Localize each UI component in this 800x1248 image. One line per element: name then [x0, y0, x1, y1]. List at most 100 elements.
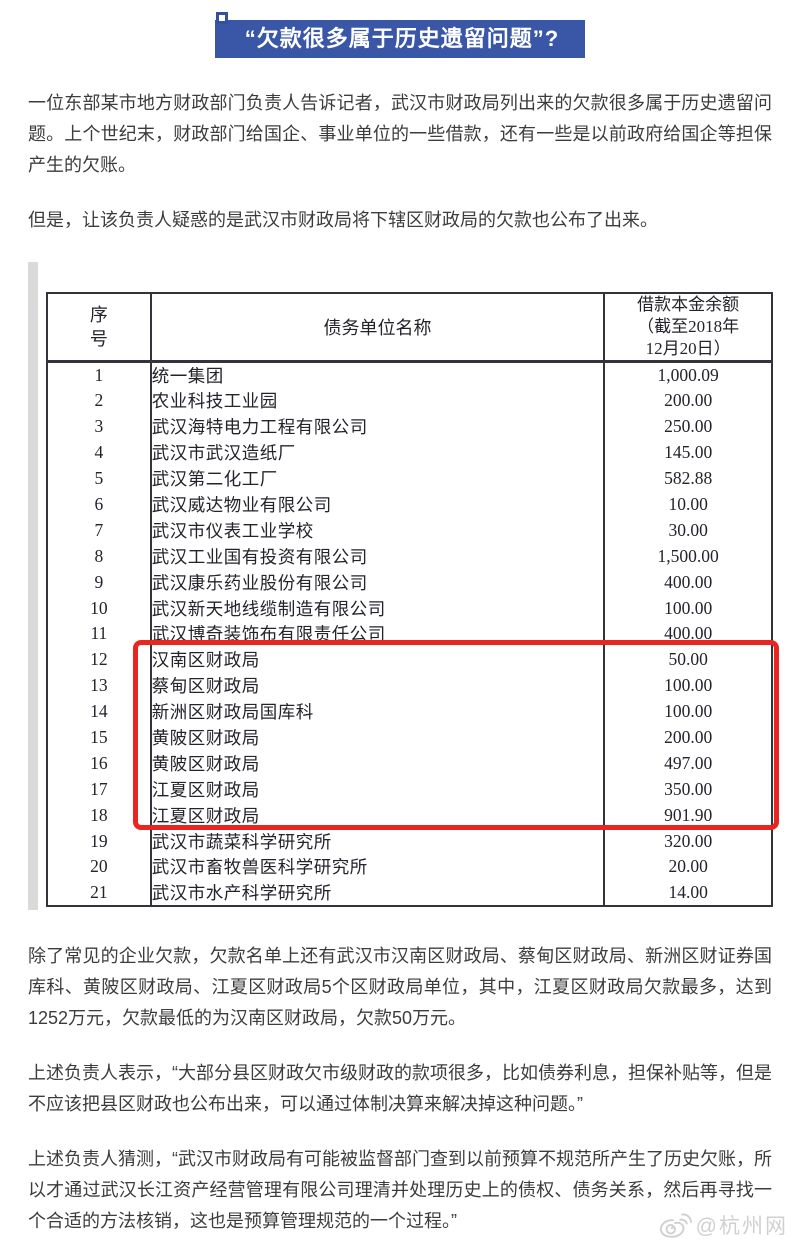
column-header-amount: 借款本金余额 （截至2018年 12月20日） [603, 292, 773, 363]
table-row: 18 江夏区财政局 901.90 [46, 802, 773, 829]
cell-amount: 400.00 [603, 569, 773, 596]
table-row: 10 武汉新天地线缆制造有限公司 100.00 [46, 595, 773, 622]
cell-no: 2 [46, 388, 152, 414]
cell-no: 15 [46, 724, 152, 751]
cell-amount: 901.90 [603, 802, 773, 829]
debt-table-header: 序号 债务单位名称 借款本金余额 （截至2018年 12月20日） [46, 292, 773, 363]
cell-no: 11 [46, 621, 152, 647]
column-header-name: 债务单位名称 [149, 292, 606, 363]
cell-name: 江夏区财政局 [149, 802, 606, 829]
cell-name: 武汉市仪表工业学校 [149, 517, 606, 544]
cell-name: 黄陂区财政局 [149, 724, 606, 751]
cell-no: 18 [46, 802, 152, 829]
cell-name: 江夏区财政局 [149, 776, 606, 803]
cell-amount: 145.00 [603, 439, 773, 466]
table-row: 17 江夏区财政局 350.00 [46, 776, 773, 803]
table-row: 8 武汉工业国有投资有限公司 1,500.00 [46, 543, 773, 570]
cell-name: 武汉康乐药业股份有限公司 [149, 569, 606, 596]
cell-name: 农业科技工业园 [149, 388, 606, 414]
table-row: 3 武汉海特电力工程有限公司 250.00 [46, 413, 773, 440]
table-row: 4 武汉市武汉造纸厂 145.00 [46, 439, 773, 466]
cell-name: 汉南区财政局 [149, 646, 606, 673]
cell-name: 武汉威达物业有限公司 [149, 491, 606, 518]
section-header: “欠款很多属于历史遗留问题”? [0, 0, 800, 58]
cell-amount: 10.00 [603, 491, 773, 518]
debt-table-figure: 序号 债务单位名称 借款本金余额 （截至2018年 12月20日） 1 统一集团… [0, 258, 800, 915]
cell-name: 武汉博奇装饰布有限责任公司 [149, 621, 606, 647]
paragraph-3: 除了常见的企业欠款，欠款名单上还有武汉市汉南区财政局、蔡甸区财政局、新洲区财证券… [28, 946, 772, 1028]
cell-amount: 20.00 [603, 854, 773, 880]
cell-no: 19 [46, 828, 152, 855]
cell-amount: 100.00 [603, 698, 773, 725]
cell-no: 20 [46, 854, 152, 880]
paragraph-1: 一位东部某市地方财政部门负责人告诉记者，武汉市财政局列出来的欠款很多属于历史遗留… [28, 93, 772, 175]
cell-amount: 350.00 [603, 776, 773, 803]
cell-amount: 200.00 [603, 724, 773, 751]
table-row: 11 武汉博奇装饰布有限责任公司 400.00 [46, 621, 773, 647]
table-row: 1 统一集团 1,000.09 [46, 361, 773, 388]
cell-no: 6 [46, 491, 152, 518]
cell-no: 12 [46, 646, 152, 673]
table-row: 14 新洲区财政局国库科 100.00 [46, 698, 773, 725]
cell-name: 武汉市武汉造纸厂 [149, 439, 606, 466]
paragraph-2: 但是，让该负责人疑惑的是武汉市财政局将下辖区财政局的欠款也公布了出来。 [28, 210, 658, 230]
watermark-handle: @杭州网 [695, 1215, 788, 1238]
cell-no: 16 [46, 750, 152, 777]
cell-name: 武汉第二化工厂 [149, 465, 606, 492]
paragraph-4: 上述负责人表示，“大部分县区财政欠市级财政的款项很多，比如债券利息，担保补贴等，… [28, 1063, 772, 1114]
table-row: 2 农业科技工业园 200.00 [46, 388, 773, 414]
section-title: “欠款很多属于历史遗留问题”? [244, 26, 560, 51]
cell-name: 武汉新天地线缆制造有限公司 [149, 595, 606, 622]
paragraph-5: 上述负责人猜测，“武汉市财政局有可能被监督部门查到以前预算不规范所产生了历史欠账… [28, 1149, 772, 1231]
cell-name: 武汉海特电力工程有限公司 [149, 413, 606, 440]
table-row: 16 黄陂区财政局 497.00 [46, 750, 773, 777]
table-row: 13 蔡甸区财政局 100.00 [46, 672, 773, 699]
debt-table: 序号 债务单位名称 借款本金余额 （截至2018年 12月20日） 1 统一集团… [46, 292, 773, 907]
cell-no: 1 [46, 361, 152, 388]
cell-no: 8 [46, 543, 152, 570]
cell-amount: 50.00 [603, 646, 773, 673]
table-row: 19 武汉市蔬菜科学研究所 320.00 [46, 828, 773, 855]
cell-amount: 200.00 [603, 388, 773, 414]
table-row: 21 武汉市水产科学研究所 14.00 [46, 879, 773, 907]
cell-name: 武汉工业国有投资有限公司 [149, 543, 606, 570]
cell-amount: 30.00 [603, 517, 773, 544]
table-row: 7 武汉市仪表工业学校 30.00 [46, 517, 773, 544]
cell-amount: 250.00 [603, 413, 773, 440]
cell-no: 17 [46, 776, 152, 803]
cell-no: 3 [46, 413, 152, 440]
cell-amount: 1,000.09 [603, 361, 773, 388]
corner-square-decoration [215, 12, 228, 24]
cell-amount: 14.00 [603, 879, 773, 907]
cell-name: 武汉市畜牧兽医科学研究所 [149, 854, 606, 880]
cell-no: 5 [46, 465, 152, 492]
cell-no: 4 [46, 439, 152, 466]
scan-edge-artifact [28, 262, 38, 910]
table-row: 15 黄陂区财政局 200.00 [46, 724, 773, 751]
cell-no: 10 [46, 595, 152, 622]
cell-amount: 400.00 [603, 621, 773, 647]
cell-name: 统一集团 [149, 361, 606, 388]
cell-name: 蔡甸区财政局 [149, 672, 606, 699]
table-row: 9 武汉康乐药业股份有限公司 400.00 [46, 569, 773, 596]
cell-amount: 582.88 [603, 465, 773, 492]
section-title-badge: “欠款很多属于历史遗留问题”? [214, 12, 586, 58]
cell-no: 13 [46, 672, 152, 699]
cell-amount: 320.00 [603, 828, 773, 855]
weibo-icon [658, 1211, 692, 1239]
cell-amount: 100.00 [603, 672, 773, 699]
cell-name: 武汉市蔬菜科学研究所 [149, 828, 606, 855]
cell-amount: 1,500.00 [603, 543, 773, 570]
cell-no: 14 [46, 698, 152, 725]
cell-amount: 100.00 [603, 595, 773, 622]
cell-no: 21 [46, 879, 152, 907]
table-row: 12 汉南区财政局 50.00 [46, 646, 773, 673]
watermark: @杭州网 [658, 1210, 788, 1240]
cell-name: 黄陂区财政局 [149, 750, 606, 777]
cell-no: 7 [46, 517, 152, 544]
cell-name: 武汉市水产科学研究所 [149, 879, 606, 907]
column-header-no: 序号 [46, 292, 152, 363]
cell-amount: 497.00 [603, 750, 773, 777]
table-row: 6 武汉威达物业有限公司 10.00 [46, 491, 773, 518]
